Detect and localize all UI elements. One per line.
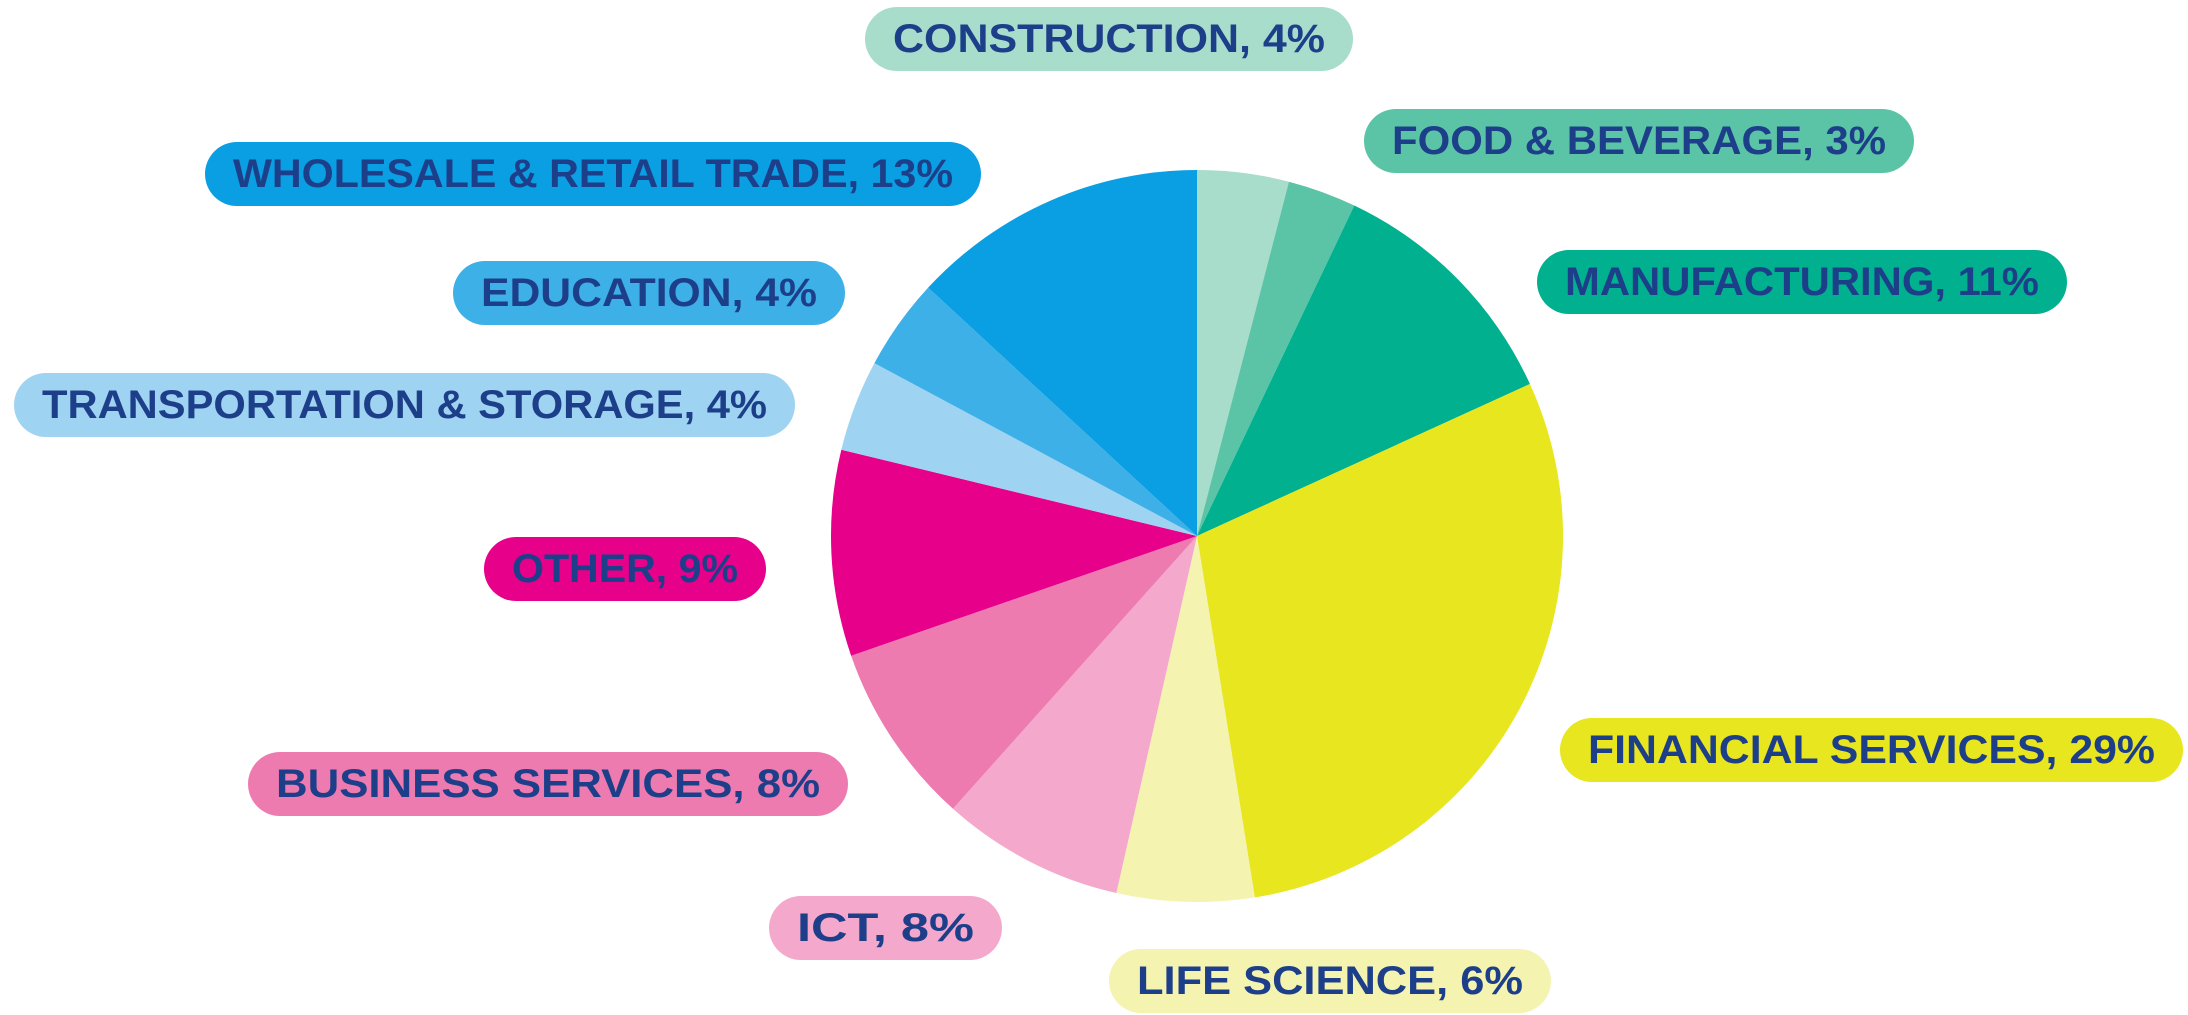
- label-pill: [484, 537, 766, 601]
- slice-label: FOOD & BEVERAGE, 3%: [1392, 119, 1886, 163]
- label-pill: [205, 142, 981, 206]
- pie-slice: [1197, 170, 1289, 536]
- label-pill: [1109, 949, 1551, 1013]
- label-pill: [14, 373, 795, 437]
- slice-label: LIFE SCIENCE, 6%: [1137, 959, 1523, 1003]
- slice-label: TRANSPORTATION & STORAGE, 4%: [42, 383, 767, 427]
- label-pill: [453, 261, 845, 325]
- slice-label: WHOLESALE & RETAIL TRADE, 13%: [233, 152, 953, 196]
- label-pill: [1537, 250, 2067, 314]
- pie-slice: [928, 170, 1197, 536]
- label-pill: [865, 7, 1353, 71]
- label-pill: [769, 896, 1002, 960]
- slice-label: BUSINESS SERVICES, 8%: [276, 762, 820, 806]
- pie-slice: [841, 363, 1197, 536]
- label-pill: [1364, 109, 1914, 173]
- slice-label: CONSTRUCTION, 4%: [893, 17, 1325, 61]
- pie-slice: [1197, 205, 1530, 537]
- pie-slice: [1197, 383, 1563, 898]
- pie-slice: [952, 536, 1197, 894]
- slice-label: FINANCIAL SERVICES, 29%: [1588, 728, 2155, 772]
- label-pill: [1560, 718, 2183, 782]
- pie-slice: [831, 449, 1197, 656]
- pie-slice: [1116, 536, 1255, 902]
- pie-slice: [851, 536, 1197, 809]
- slice-label: OTHER, 9%: [512, 547, 738, 591]
- slice-label: ICT, 8%: [797, 906, 974, 950]
- slice-label: MANUFACTURING, 11%: [1565, 260, 2039, 304]
- slice-label: EDUCATION, 4%: [481, 271, 817, 315]
- pie-slice: [1197, 181, 1355, 536]
- label-pill: [248, 752, 848, 816]
- pie-slice: [874, 287, 1197, 536]
